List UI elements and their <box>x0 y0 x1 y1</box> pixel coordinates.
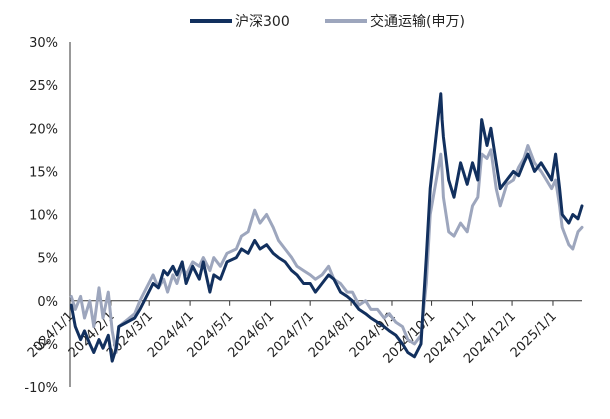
y-axis: 30% 25% 20% 15% 10% 5% 0% -5% -10% <box>24 36 71 396</box>
y-tick-label: 10% <box>29 209 58 224</box>
series-line-hs300 <box>69 92 584 363</box>
y-tick-label: 30% <box>29 36 58 51</box>
series-layer <box>69 92 584 363</box>
series-line-transport <box>69 144 584 354</box>
y-tick-label: -10% <box>24 381 58 396</box>
y-tick-label: 5% <box>37 252 58 267</box>
x-axis: 2024/1/12024/2/12024/3/12024/4/12024/5/1… <box>25 300 582 367</box>
y-tick-label: 15% <box>29 165 58 180</box>
legend-label-hs300: 沪深300 <box>235 14 290 30</box>
legend: 沪深300 交通运输(申万) <box>190 13 465 30</box>
y-tick-label: -5% <box>33 338 58 353</box>
legend-label-transport: 交通运输(申万) <box>370 13 465 30</box>
y-tick-label: 25% <box>29 79 58 94</box>
y-tick-label: 0% <box>37 295 58 310</box>
y-tick-label: 20% <box>29 122 58 137</box>
